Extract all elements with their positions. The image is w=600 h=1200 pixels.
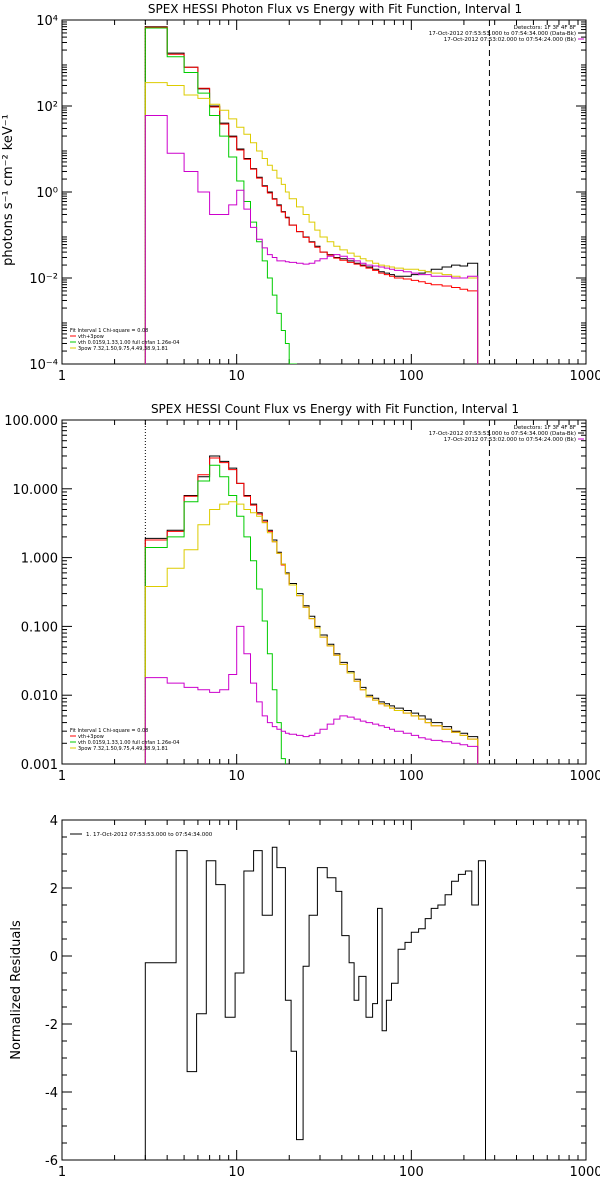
series-line-bk	[144, 115, 479, 364]
y-axis-label: Normalized Residuals	[9, 920, 24, 1060]
legend-text: vth+3pow	[78, 734, 104, 740]
x-tick-label: 100	[399, 1165, 424, 1180]
y-tick-label: 10⁻⁴	[29, 358, 58, 373]
y-tick-label: -6	[45, 1154, 58, 1169]
y-tick-label: 10⁰	[36, 186, 58, 201]
chart-title: SPEX HESSI Count Flux vs Energy with Fit…	[151, 402, 519, 416]
series-line-3pow	[144, 82, 479, 364]
legend-text: 17-Oct-2012 07:53:53.000 to 07:54:34.000…	[429, 431, 576, 437]
legend-text: 1. 17-Oct-2012 07:53:53.000 to 07:54:34.…	[86, 832, 213, 838]
y-axis-label: photons s⁻¹ cm⁻² keV⁻¹	[1, 114, 16, 266]
y-tick-label: 1.000	[21, 552, 58, 567]
series-group	[144, 26, 479, 364]
series-line-bk	[144, 625, 479, 764]
plot-area: 1 10 100 1000 0.001 0.010 0.100 1.000 10.000 100.…	[4, 414, 600, 784]
chart-title: SPEX HESSI Photon Flux vs Energy with Fi…	[148, 2, 522, 16]
plot-area: 1 10 100 1000 10⁻⁴ 10⁻² 10⁰ 10² 10⁴ Detectors: 1F…	[29, 14, 600, 384]
y-tick-label: 0.001	[21, 758, 58, 773]
y-tick-label: 2	[50, 882, 58, 897]
series-line-1-17-oct-2012-07-53-53-000-to-07-54-34-000	[144, 846, 486, 1160]
x-tick-label: 1000	[569, 769, 600, 784]
legend-text: 17-Oct-2012 07:53:53.000 to 07:54:34.000…	[429, 31, 576, 37]
y-tick-label: 10⁴	[36, 14, 58, 29]
x-tick-label: 10	[228, 769, 245, 784]
y-tick-label: -4	[45, 1086, 58, 1101]
legend-text: Fit Interval 1 Chi-square = 0.08	[70, 728, 148, 734]
series-line-vth	[144, 464, 286, 764]
legend-text: vth+3pow	[78, 334, 104, 340]
y-tick-label: 10²	[36, 100, 58, 115]
series-line-vth-3pow	[144, 457, 479, 764]
series-group	[144, 455, 479, 764]
legend-text: vth 0.0159,1.33,1.00 full chfan 1.26e-04	[78, 740, 179, 746]
legend-text: Detectors: 1F 3F 4F 8F	[514, 25, 576, 31]
x-tick-label: 1	[58, 1165, 66, 1180]
legend-text: 17-Oct-2012 07:53:02.000 to 07:54:24.000…	[444, 37, 576, 43]
legend-text: vth 0.0159,1.33,1.00 full chfan 1.26e-04	[78, 340, 179, 346]
series-line-vth	[144, 27, 310, 364]
legend-text: Fit Interval 1 Chi-square = 0.08	[70, 328, 148, 334]
x-tick-label: 1000	[569, 369, 600, 384]
x-tick-label: 1	[58, 769, 66, 784]
y-tick-label: 0	[50, 950, 58, 965]
series-line-3pow	[144, 501, 479, 764]
plot-frame	[61, 19, 587, 365]
legend-text: 3pow 7.32,1.50,9.75,4.49,38.9,1.81	[78, 746, 168, 752]
y-tick-label: 100.000	[4, 414, 58, 429]
legend-text: 3pow 7.32,1.50,9.75,4.49,38.9,1.81	[78, 346, 168, 352]
plot-frame	[61, 819, 587, 1161]
x-tick-label: 100	[399, 769, 424, 784]
x-tick-label: 1000	[569, 1165, 600, 1180]
plot-frame	[61, 419, 587, 765]
x-tick-label: 100	[399, 369, 424, 384]
series-line-vth-3pow	[144, 26, 479, 364]
x-tick-label: 1	[58, 369, 66, 384]
y-tick-label: 10.000	[13, 483, 59, 498]
y-tick-label: 10⁻²	[29, 272, 58, 287]
plot-area: 1 10 100 1000 -6 -4 -2 0 2 4 1. 17-Oct-2012 07:53:…	[45, 814, 600, 1180]
series-line-data-bk	[144, 26, 479, 364]
series-group	[144, 846, 486, 1160]
y-tick-label: 4	[50, 814, 58, 829]
y-tick-label: 0.010	[21, 689, 58, 704]
x-tick-label: 10	[228, 1165, 245, 1180]
legend-text: Detectors: 1F 3F 4F 8F	[514, 425, 576, 431]
x-tick-label: 10	[228, 369, 245, 384]
y-tick-label: -2	[45, 1018, 58, 1033]
y-tick-label: 0.100	[21, 620, 58, 635]
legend-text: 17-Oct-2012 07:53:02.000 to 07:54:24.000…	[444, 437, 576, 443]
